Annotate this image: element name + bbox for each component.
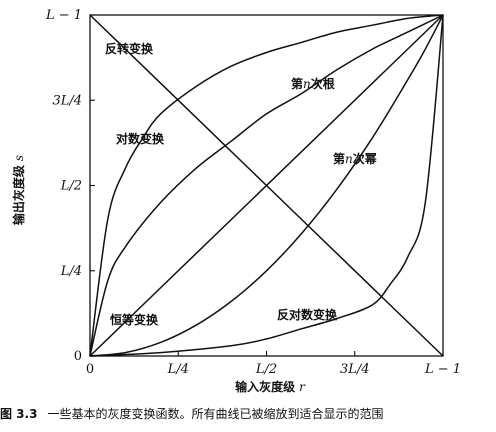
y-tick-label: 0 [74, 349, 82, 364]
figure-number: 图 3.3 [0, 407, 38, 421]
label-negative: 反转变换 [105, 41, 154, 56]
x-tick-label: L − 1 [424, 362, 461, 377]
label-nth-root: 第n次根 [291, 76, 335, 91]
y-tick-label: 3L/4 [52, 93, 82, 108]
x-tick-label: 0 [86, 362, 94, 377]
label-part: 次根 [311, 76, 335, 91]
label-part: 第 [291, 76, 303, 91]
label-part: n [303, 77, 311, 91]
x-tick-label: 3L/4 [340, 362, 370, 377]
label-part: n [345, 152, 353, 166]
label-part: 恒等变换 [110, 312, 159, 327]
label-part: 第 [333, 151, 345, 166]
x-axis-title-text: 输入灰度级 [235, 379, 295, 394]
x-axis-variable: r [299, 380, 306, 394]
y-axis-title-text: 输出灰度级 [11, 165, 26, 225]
y-axis-variable: s [12, 155, 26, 161]
curve-log [89, 14, 444, 357]
label-part: 反对数变换 [277, 307, 338, 322]
label-part: 反转变换 [105, 41, 154, 56]
x-tick-label: L/2 [255, 362, 277, 377]
label-log: 对数变换 [116, 131, 165, 146]
y-tick-label: L/4 [60, 264, 82, 279]
plot-area: 0 L/4 L/2 3L/4 L − 1 0 L/4 L/2 3L/4 L − 1 反转变换对数变… [45, 8, 461, 377]
y-axis-title: 输出灰度级 s [11, 155, 26, 225]
label-identity: 恒等变换 [110, 312, 159, 327]
curve-nth-root [89, 14, 444, 357]
transform-curves [89, 14, 444, 357]
axis-ticks: 0 L/4 L/2 3L/4 L − 1 0 L/4 L/2 3L/4 L − 1 [45, 8, 461, 377]
label-part: 对数变换 [116, 131, 165, 146]
curve-identity [89, 14, 444, 357]
y-tick-label: L − 1 [45, 8, 82, 23]
figure-caption: 图 3.3 一些基本的灰度变换函数。所有曲线已被缩放到适合显示的范围 [0, 404, 496, 424]
y-tick-label: L/2 [60, 179, 82, 194]
curve-nth-power [89, 14, 444, 357]
label-inverse-log: 反对数变换 [277, 307, 338, 322]
label-part: 次幂 [353, 151, 378, 166]
x-axis-title: 输入灰度级 r [235, 379, 306, 394]
figure-caption-text: 一些基本的灰度变换函数。所有曲线已被缩放到适合显示的范围 [47, 407, 384, 421]
curve-inverse-log [89, 14, 444, 357]
x-tick-label: L/4 [167, 362, 189, 377]
label-nth-power: 第n次幂 [333, 151, 378, 166]
